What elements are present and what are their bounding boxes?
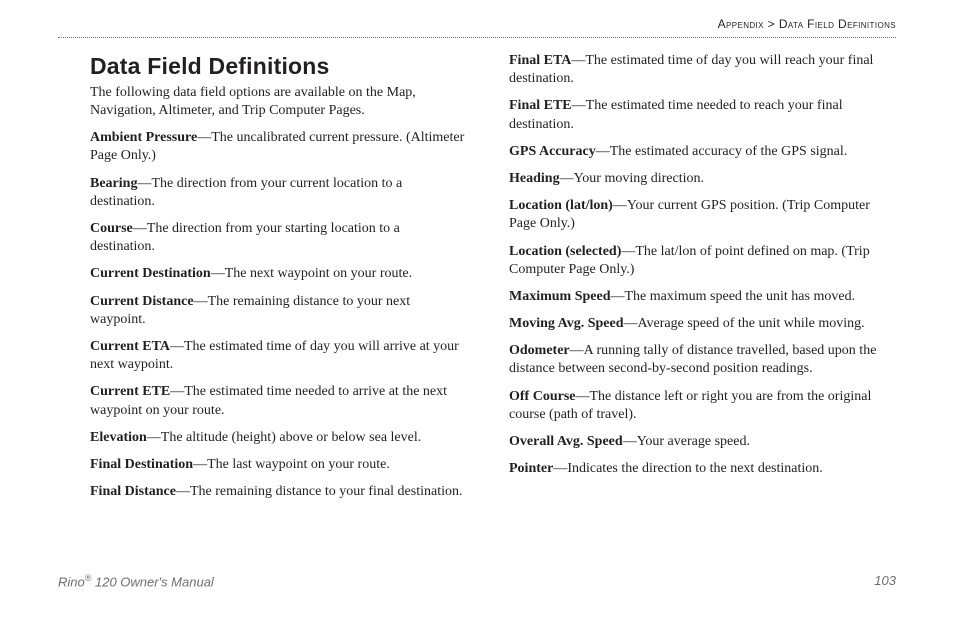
definition-item: Elevation—The altitude (height) above or… <box>90 429 465 447</box>
definition-desc: —Average speed of the unit while moving. <box>623 316 864 331</box>
footer: Rino® 120 Owner's Manual 103 <box>58 573 896 589</box>
definition-term: Bearing <box>90 176 137 191</box>
definition-term: Final Destination <box>90 457 193 472</box>
definition-item: Course—The direction from your starting … <box>90 220 465 256</box>
definition-desc: —The altitude (height) above or below se… <box>147 430 421 445</box>
definition-term: Overall Avg. Speed <box>509 434 623 449</box>
definition-item: Final ETA—The estimated time of day you … <box>509 52 884 88</box>
definition-desc: —Indicates the direction to the next des… <box>553 461 822 476</box>
footer-product: Rino® 120 Owner's Manual <box>58 573 214 589</box>
definition-term: Current Destination <box>90 266 211 281</box>
definition-desc: —The maximum speed the unit has moved. <box>611 289 856 304</box>
definition-term: Heading <box>509 171 560 186</box>
breadcrumb-subsection: Data Field Definitions <box>779 17 896 31</box>
definition-term: Pointer <box>509 461 553 476</box>
definition-term: Moving Avg. Speed <box>509 316 623 331</box>
definition-term: Course <box>90 221 133 236</box>
definition-item: Final Destination—The last waypoint on y… <box>90 456 465 474</box>
definition-item: Maximum Speed—The maximum speed the unit… <box>509 288 884 306</box>
definition-item: Final ETE—The estimated time needed to r… <box>509 97 884 133</box>
definition-item: Ambient Pressure—The uncalibrated curren… <box>90 129 465 165</box>
definition-desc: —The estimated accuracy of the GPS signa… <box>596 144 848 159</box>
definition-item: Pointer—Indicates the direction to the n… <box>509 460 884 478</box>
definition-term: Final ETE <box>509 98 572 113</box>
definition-term: Odometer <box>509 343 570 358</box>
definition-item: Location (selected)—The lat/lon of point… <box>509 243 884 279</box>
definition-item: Bearing—The direction from your current … <box>90 175 465 211</box>
definition-desc: —The direction from your current locatio… <box>90 176 402 209</box>
definition-term: Current ETE <box>90 384 170 399</box>
definition-item: Overall Avg. Speed—Your average speed. <box>509 433 884 451</box>
definition-item: Location (lat/lon)—Your current GPS posi… <box>509 197 884 233</box>
breadcrumb-separator: > <box>764 17 779 31</box>
definition-term: Maximum Speed <box>509 289 611 304</box>
definition-term: Final Distance <box>90 484 176 499</box>
footer-product-prefix: Rino <box>58 574 85 589</box>
definition-term: Final ETA <box>509 53 571 68</box>
definition-term: Location (lat/lon) <box>509 198 613 213</box>
breadcrumb-section: Appendix <box>718 17 764 31</box>
page: Appendix > Data Field Definitions Data F… <box>0 0 954 621</box>
intro-text: The following data field options are ava… <box>90 84 465 120</box>
definition-term: Current ETA <box>90 339 170 354</box>
definition-term: Ambient Pressure <box>90 130 197 145</box>
definition-term: Location (selected) <box>509 244 621 259</box>
footer-product-suffix: 120 Owner's Manual <box>91 574 213 589</box>
breadcrumb: Appendix > Data Field Definitions <box>718 17 896 31</box>
definition-desc: —Your average speed. <box>623 434 750 449</box>
definition-item: Off Course—The distance left or right yo… <box>509 388 884 424</box>
definition-term: GPS Accuracy <box>509 144 596 159</box>
definition-desc: —The next waypoint on your route. <box>211 266 412 281</box>
definition-term: Elevation <box>90 430 147 445</box>
definition-item: Odometer—A running tally of distance tra… <box>509 342 884 378</box>
definition-term: Off Course <box>509 389 576 404</box>
definition-desc: —Your moving direction. <box>560 171 704 186</box>
definition-desc: —The direction from your starting locati… <box>90 221 400 254</box>
definition-item: GPS Accuracy—The estimated accuracy of t… <box>509 143 884 161</box>
definition-item: Current Distance—The remaining distance … <box>90 293 465 329</box>
definition-item: Current Destination—The next waypoint on… <box>90 265 465 283</box>
header-rule <box>58 37 896 38</box>
page-title: Data Field Definitions <box>90 52 465 82</box>
definition-item: Final Distance—The remaining distance to… <box>90 483 465 501</box>
definition-item: Moving Avg. Speed—Average speed of the u… <box>509 315 884 333</box>
definition-item: Current ETA—The estimated time of day yo… <box>90 338 465 374</box>
content-columns: Data Field Definitions The following dat… <box>90 52 884 501</box>
footer-page-number: 103 <box>874 573 896 589</box>
definition-term: Current Distance <box>90 294 194 309</box>
definition-desc: —The remaining distance to your final de… <box>176 484 463 499</box>
definition-item: Current ETE—The estimated time needed to… <box>90 383 465 419</box>
definition-desc: —The last waypoint on your route. <box>193 457 390 472</box>
definition-item: Heading—Your moving direction. <box>509 170 884 188</box>
